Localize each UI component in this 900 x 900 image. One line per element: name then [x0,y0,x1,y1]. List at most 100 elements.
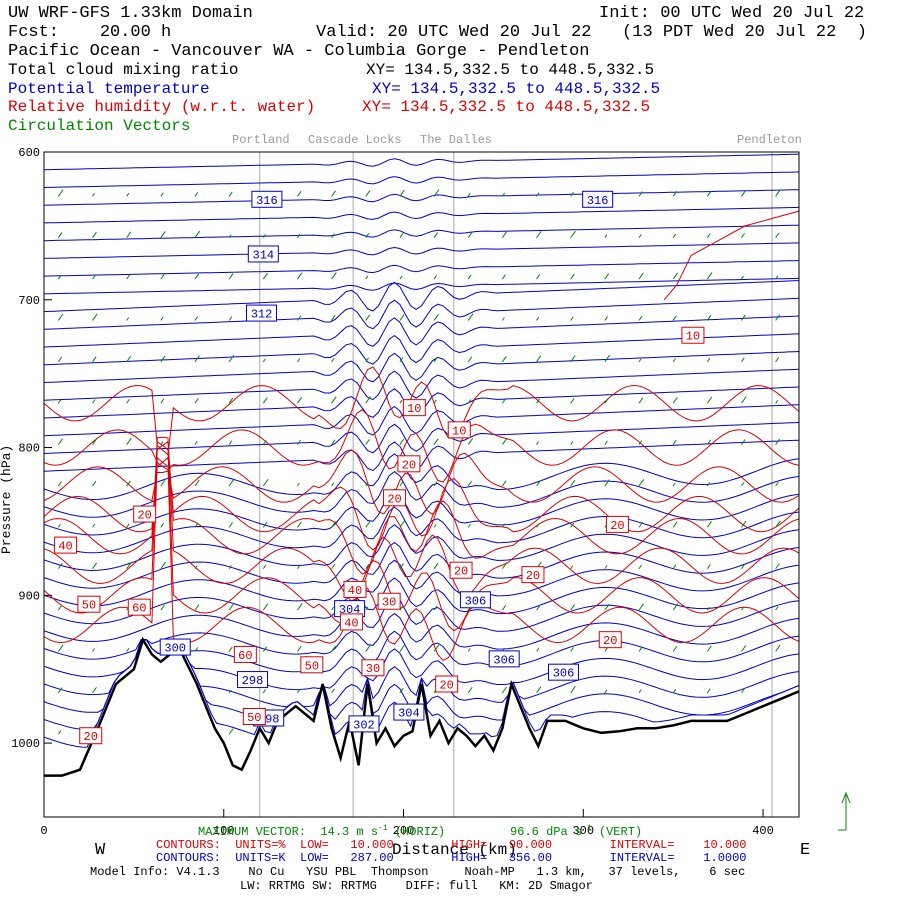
wind-vector [672,564,677,570]
wind-vector [297,646,302,652]
wind-vector [194,522,199,528]
wind-vector [638,521,644,528]
rh-label-box [377,592,401,610]
rh-label-box [383,489,407,507]
valid-time: Valid: 20 UTC Wed 20 Jul 22 (13 PDT Wed … [316,23,867,42]
wind-vector [228,191,233,197]
wind-vector [399,644,405,652]
wind-vector [467,648,471,652]
theta-label-box [159,638,191,656]
theta-label-box [247,245,279,263]
wind-vector [262,479,269,487]
wind-vector [297,439,301,445]
theta-contour [43,297,800,330]
rh-label: 40 [348,584,362,598]
wind-vector [262,564,267,570]
wind-vector [672,272,679,280]
theta-contour [43,315,800,348]
wind-vector [262,646,268,652]
rh-contour [663,210,800,301]
wind-vector [536,480,541,487]
wind-vector [57,438,63,445]
theta-label: 304 [398,707,420,721]
wind-vector [501,231,507,238]
rh-label: 30 [366,662,380,676]
wind-vector [570,230,576,239]
wind-vector [501,523,506,528]
wind-vector [706,482,711,487]
wind-vector [501,605,507,611]
region-description: Pacific Ocean - Vancouver WA - Columbia … [8,42,590,61]
wind-vector [160,316,164,321]
wind-vector [297,358,301,363]
x-tick-label: 100 [213,824,235,838]
rh-label: 10 [407,402,421,416]
wind-vector [331,314,336,321]
field-label-rh: Relative humidity (w.r.t. water) [8,98,316,116]
wind-vector [775,481,779,487]
wind-vector [433,275,438,280]
rh-label: 50 [247,711,261,725]
rh-contour-info: CONTOURS: UNITS=% LOW= 10.000 HIGH= 90.0… [156,838,747,852]
rh-label: 10 [452,424,466,438]
wind-vector [194,604,200,611]
max-vector-text: MAXIMUM VECTOR: 14.3 m s-1 (HORIZ) 96.6 … [198,824,643,839]
wind-vector [638,358,642,363]
wind-vector [433,232,439,238]
wind-vector [467,438,474,445]
wind-vector [501,686,507,694]
rh-label-box [242,708,266,726]
wind-vector [228,603,234,611]
rh-label-box [127,598,151,616]
rh-label: 20 [402,458,416,472]
wind-vector [672,358,676,363]
wind-vector [262,234,266,238]
wind-vector [638,234,642,238]
wind-vector [92,313,98,321]
wind-vector [672,439,677,445]
x-tick-label: 400 [752,824,774,838]
wind-vector [126,647,130,652]
location-label-portland: Portland [232,133,290,147]
rh-label-box [77,595,101,613]
wind-vector [365,357,370,363]
rh-label-box [435,675,459,693]
wind-vector [228,646,233,652]
theta-label: 316 [587,194,609,208]
rh-label-box [402,399,426,417]
rh-label: 50 [305,659,319,673]
rh-label-box [300,656,324,674]
wind-vector [57,605,62,611]
rh-label: 60 [132,602,146,616]
theta-contour [43,280,800,313]
wind-vector [741,232,745,238]
theta-label: 306 [553,667,575,681]
rh-label: 10 [686,330,700,344]
rh-label: 50 [82,599,96,613]
theta-contour [43,470,800,518]
wind-vector [775,644,781,652]
wind-vector [672,646,678,652]
theta-contour [43,206,800,224]
wind-vector [297,688,301,694]
wind-vector [399,563,404,570]
wind-vector [126,192,130,197]
wind-vector [706,396,713,404]
wind-vector [536,192,540,197]
wind-vector [570,355,576,363]
wind-vector [160,561,166,570]
wind-vector [126,317,130,321]
wind-vector [228,479,235,487]
wind-vector [604,316,609,321]
rh-contour [43,366,800,456]
wind-vector [775,563,780,570]
wind-vector [194,191,199,197]
wind-vector [706,606,710,611]
wind-vector [570,647,574,652]
rh-label-box [681,326,705,344]
wind-vector [775,357,780,363]
wind-vector [570,398,575,404]
wind-vector [331,272,337,280]
wind-vector [331,688,335,694]
wind-vector [262,521,268,528]
